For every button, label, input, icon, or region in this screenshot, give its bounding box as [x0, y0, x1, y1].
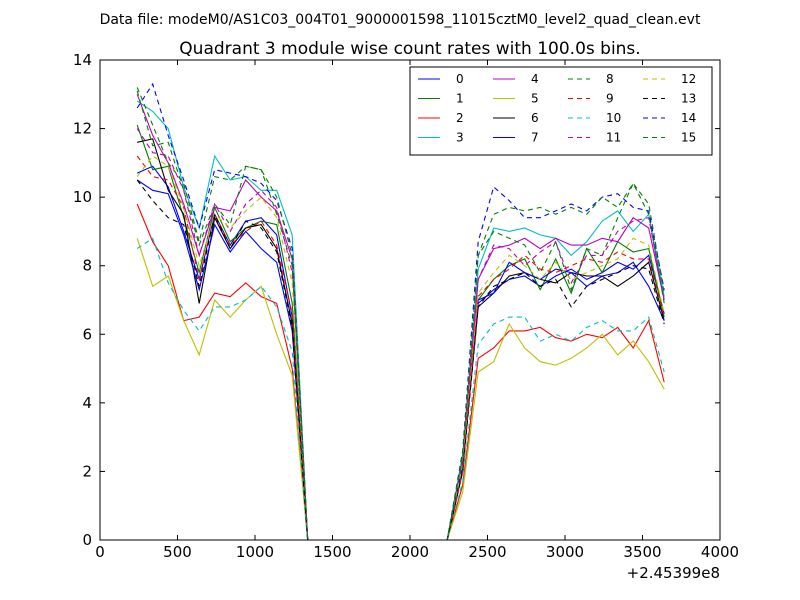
legend-label-11: 11: [606, 131, 621, 145]
y-tick-label: 0: [82, 531, 92, 549]
x-tick-label: 3000: [546, 543, 584, 561]
legend-label-7: 7: [531, 131, 539, 145]
series-line-5: [136, 238, 665, 541]
series-line-0: [136, 165, 665, 541]
legend-label-0: 0: [456, 72, 464, 86]
legend-label-15: 15: [681, 131, 696, 145]
legend-label-5: 5: [531, 92, 539, 106]
x-tick-label: 3500: [623, 543, 661, 561]
x-tick-label: 2000: [391, 543, 429, 561]
x-tick-label: 1500: [313, 543, 351, 561]
chart-title: Quadrant 3 module wise count rates with …: [179, 39, 640, 59]
legend-label-12: 12: [681, 72, 696, 86]
legend-label-14: 14: [681, 111, 696, 125]
series-line-3: [136, 100, 665, 541]
series-line-7: [136, 179, 665, 541]
x-tick-label: 2500: [468, 543, 506, 561]
series-line-4: [136, 94, 665, 541]
legend-box: [409, 66, 713, 156]
series-line-6: [137, 138, 665, 541]
legend-label-1: 1: [456, 92, 464, 106]
legend-label-9: 9: [606, 92, 614, 106]
x-tick-label: 0: [95, 543, 105, 561]
y-tick-label: 14: [73, 51, 92, 69]
series-line-10: [136, 237, 665, 541]
series-line-9: [136, 155, 665, 541]
y-tick-label: 8: [82, 257, 92, 275]
legend-label-3: 3: [456, 131, 464, 145]
series-line-1: [136, 124, 665, 541]
series-line-11: [136, 128, 665, 541]
y-tick-label: 12: [73, 120, 92, 138]
y-tick-label: 6: [82, 325, 92, 343]
y-tick-label: 10: [73, 188, 92, 206]
legend-label-4: 4: [531, 72, 539, 86]
legend-label-8: 8: [606, 72, 614, 86]
legend-label-13: 13: [681, 92, 696, 106]
suptitle: Data file: modeM0/AS1C03_004T01_90000015…: [100, 12, 701, 28]
x-tick-label: 1000: [236, 543, 274, 561]
series-line-13: [136, 179, 665, 541]
legend-label-2: 2: [456, 111, 464, 125]
y-tick-label: 4: [82, 394, 92, 412]
x-tick-label: 500: [163, 543, 192, 561]
x-tick-label: 4000: [701, 543, 739, 561]
series-line-12: [136, 155, 665, 541]
x-offset-label: +2.45399e8: [627, 564, 720, 582]
y-tick-label: 2: [82, 462, 92, 480]
ticks-layer: 0 500 1000 1500 2000 2500 3000 3500 400002468101…: [73, 51, 739, 561]
legend-label-10: 10: [606, 111, 621, 125]
legend-label-6: 6: [531, 111, 539, 125]
